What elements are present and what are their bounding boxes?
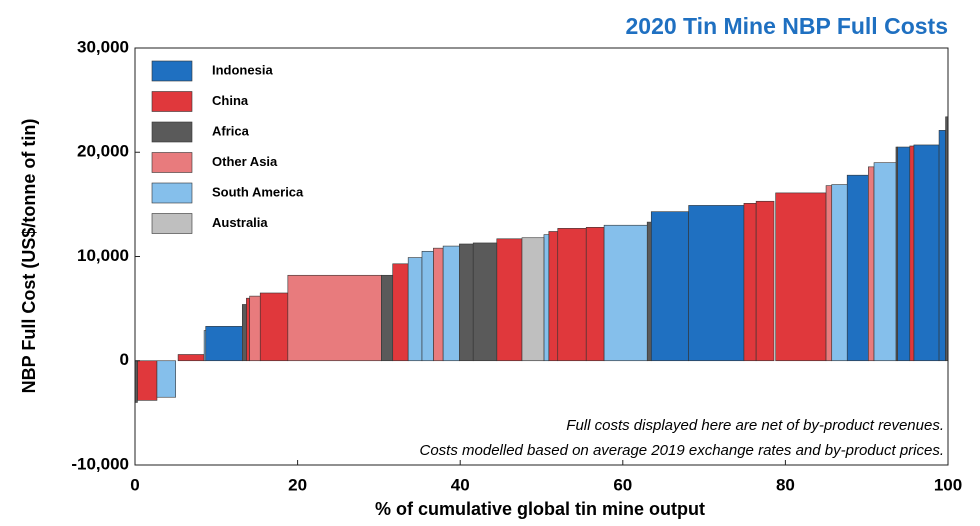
y-tick-label: 10,000 [77, 246, 129, 265]
bar [909, 145, 915, 362]
legend-swatch [151, 213, 193, 234]
y-tick-label: -10,000 [71, 454, 129, 473]
bar [557, 228, 587, 362]
bar [585, 227, 605, 362]
bar [603, 224, 648, 362]
bar [913, 144, 940, 362]
x-tick-label: 20 [288, 475, 307, 494]
bar [646, 221, 652, 362]
bar [203, 330, 207, 362]
bar [831, 184, 848, 362]
bar [897, 146, 911, 362]
x-axis-label: % of cumulative global tin mine output [375, 499, 705, 519]
annotation: Costs modelled based on average 2019 exc… [420, 442, 945, 459]
bar [246, 297, 250, 362]
bar [407, 257, 423, 362]
annotation: Full costs displayed here are net of by-… [566, 417, 944, 434]
y-tick-label: 30,000 [77, 37, 129, 56]
y-tick-label: 0 [120, 350, 129, 369]
bar [287, 274, 382, 362]
bar [521, 237, 545, 362]
legend-swatch [151, 60, 193, 82]
legend-label: Other Asia [212, 154, 278, 169]
x-tick-label: 100 [934, 475, 962, 494]
bar [472, 242, 498, 362]
bar [249, 295, 261, 362]
legend-swatch [151, 152, 193, 173]
bar [868, 166, 875, 362]
bar [755, 200, 775, 362]
bar [688, 205, 745, 362]
bar [743, 203, 757, 362]
bar [205, 326, 243, 362]
x-tick-label: 80 [776, 475, 795, 494]
bar [381, 274, 394, 362]
bar [442, 245, 460, 362]
legend-label: Australia [212, 215, 268, 230]
bar [421, 250, 434, 362]
bar [177, 354, 205, 362]
legend-label: China [212, 93, 249, 108]
bar [846, 174, 869, 362]
chart-title: 2020 Tin Mine NBP Full Costs [625, 13, 948, 39]
legend-swatch [151, 121, 193, 143]
bar [137, 360, 158, 401]
bar [259, 292, 289, 362]
bar [242, 304, 247, 362]
legend-label: Indonesia [212, 62, 273, 77]
bar [825, 185, 833, 362]
bar [496, 238, 523, 362]
bar [459, 243, 474, 362]
bar [543, 234, 550, 362]
x-tick-label: 40 [451, 475, 470, 494]
bar [433, 247, 444, 362]
legend-label: Africa [212, 123, 250, 138]
legend-swatch [151, 91, 193, 112]
y-tick-label: 20,000 [77, 142, 129, 161]
bar [392, 263, 409, 362]
x-tick-label: 60 [613, 475, 632, 494]
y-axis-label: NBP Full Cost (US$/tonne of tin) [19, 119, 39, 394]
bar [873, 162, 897, 362]
bar [156, 360, 176, 398]
legend-label: South America [212, 184, 304, 199]
bar [650, 211, 689, 362]
bar [548, 231, 559, 362]
x-tick-label: 0 [130, 475, 139, 494]
legend-swatch [151, 182, 193, 204]
bar [938, 130, 946, 362]
bar [775, 192, 827, 362]
